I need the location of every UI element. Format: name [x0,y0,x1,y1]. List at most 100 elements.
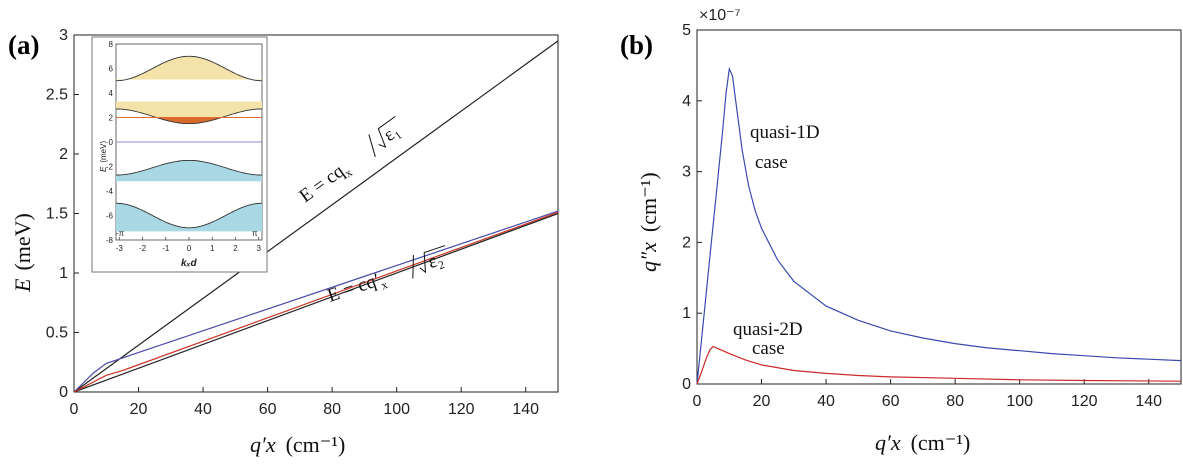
inset-band-curve-2 [115,159,263,176]
annotation-quasi-2d: quasi-2D [733,319,803,340]
inset-band-lines [115,55,263,229]
y-tick-label: 1 [59,265,68,282]
panel-a-y-axis-title: E (meV) [10,213,35,293]
inset-x-tick-label: 2 [233,244,238,253]
panel-b-label: (b) [620,30,653,60]
inset-x-axis-title: kₓd [181,258,198,269]
inset-band-fills [116,56,262,232]
inset-band-fill-3 [116,203,262,232]
panel-b: 0 1 2 3 4 5 0 20 40 60 80 100 120 140 (b) ×10⁻⁷ q″x (… [620,7,1182,455]
x-tick-label: 100 [383,401,410,418]
panel-a-y-ticks: 0 0.5 1 1.5 2 2.5 3 [46,27,79,401]
inset-y-tick-label: -8 [106,236,114,245]
panel-b-scale-label: ×10⁻⁷ [699,7,741,24]
inset-y-tick-label: 8 [109,40,114,49]
panel-a-label: (a) [8,30,39,60]
panel-b-x-ticks: 0 20 40 60 80 100 120 140 [693,379,1162,410]
panel-b-x-axis-var: q′x [875,430,901,455]
x-tick-label: 20 [753,393,771,410]
panel-a-y-axis-unit: (meV) [10,213,35,270]
x-tick-label: 20 [130,401,148,418]
inset-y-tick-label: 0 [109,138,114,147]
inset-y-tick-label: 2 [109,114,114,123]
inset-minus-pi: -π [116,229,125,238]
series-line-1 [696,345,1182,385]
y-tick-label: 2 [682,234,691,251]
x-tick-label: 100 [1006,393,1033,410]
inset-band-curve-3 [116,202,262,229]
inset-band-curve-1 [115,108,263,125]
inset-y-ticks: 8 6 4 2 0 -2 -4 -6 -8 [106,40,114,245]
inset-x-ticks: -3 -2 -1 0 1 2 3 [116,237,261,253]
annotation-2-sub: x [379,277,389,292]
inset-y-tick-label: -4 [106,187,114,196]
x-tick-label: 40 [194,401,212,418]
y-tick-label: 1 [682,305,691,322]
annotation-2-slash [412,255,414,279]
inset-x-tick-label: 1 [210,244,215,253]
x-tick-label: 120 [448,401,475,418]
y-tick-label: 0.5 [46,325,68,342]
panel-a-x-axis-unit: (cm⁻¹) [286,432,346,457]
inset-y-tick-label: 4 [109,89,114,98]
series-line-0 [696,66,1182,385]
inset-x-tick-label: -1 [162,244,170,253]
annotation-quasi-2d-case: case [752,338,785,359]
panel-b-y-axis-unit: (cm⁻¹) [636,172,661,232]
panel-b-x-axis-unit: (cm⁻¹) [911,430,971,455]
inset-band-dip-fill [157,117,221,124]
x-tick-label: 0 [70,401,79,418]
inset-band-structure: 8 6 4 2 0 -2 -4 -6 -8 -3 -2 -1 0 1 2 3 -π π kₓd E (meV) [91,36,268,273]
inset-x-tick-label: 0 [187,244,192,253]
inset-x-tick-label: 3 [256,244,261,253]
y-tick-label: 2.5 [46,87,68,104]
y-tick-label: 3 [682,164,691,181]
inset-band-fill-1 [116,101,262,124]
y-tick-label: 0 [682,376,691,393]
inset-pi: π [252,229,258,238]
inset-x-tick-label: -2 [139,244,147,253]
series-line-2 [73,210,559,393]
annotation-1-sqrt [377,115,396,148]
x-tick-label: 40 [817,393,835,410]
panel-b-y-axis-title: q″x (cm⁻¹) [636,172,661,272]
inset-y-axis-unit: (meV) [99,141,108,163]
x-tick-label: 140 [1135,393,1162,410]
y-tick-label: 0 [59,384,68,401]
panel-a-series [73,40,559,393]
inset-y-tick-label: 6 [109,65,114,74]
series-line-1 [73,212,559,393]
inset-y-tick-label: -2 [106,163,114,172]
inset-y-axis-var: E [99,166,108,172]
y-tick-label: 3 [59,27,68,44]
inset-band-fill-0 [116,56,262,81]
inset-band-curve-0 [116,55,262,82]
annotation-2-eps: ε₂ [425,249,446,274]
panel-b-y-axis-var: q″x [636,242,661,272]
panel-a: 00.511.522.53 0 20 40 60 80 100 120 140 (a) E(m… [8,27,559,457]
panel-a-x-axis-title: q′x (cm⁻¹) [250,432,345,457]
panel-b-axes-frame [696,29,1182,385]
panel-b-x-axis-title: q′x (cm⁻¹) [875,430,970,455]
y-tick-label: 4 [682,93,691,110]
y-tick-label: 5 [682,22,691,39]
annotation-quasi-1d-case: case [755,152,788,173]
series-line-0 [73,40,559,393]
inset-x-tick-label: -3 [116,244,124,253]
x-tick-label: 80 [323,401,341,418]
panel-b-y-ticks: 0 1 2 3 4 5 [682,22,702,393]
annotation-1-slash [368,134,376,158]
annotation-quasi-1d: quasi-1D [750,122,820,143]
x-tick-label: 60 [882,393,900,410]
panel-a-x-axis-var: q′x [250,432,276,457]
x-tick-label: 60 [259,401,277,418]
inset-y-axis-title: E (meV) [99,141,108,172]
y-tick-label: 2 [59,146,68,163]
annotation-2-sqrt [419,245,446,274]
series-line-3 [73,211,559,393]
y-tick-label: 1.5 [46,206,68,223]
inset-y-tick-label: -6 [106,212,114,221]
x-tick-label: 0 [693,393,702,410]
inset-band-fill-2 [116,160,262,182]
